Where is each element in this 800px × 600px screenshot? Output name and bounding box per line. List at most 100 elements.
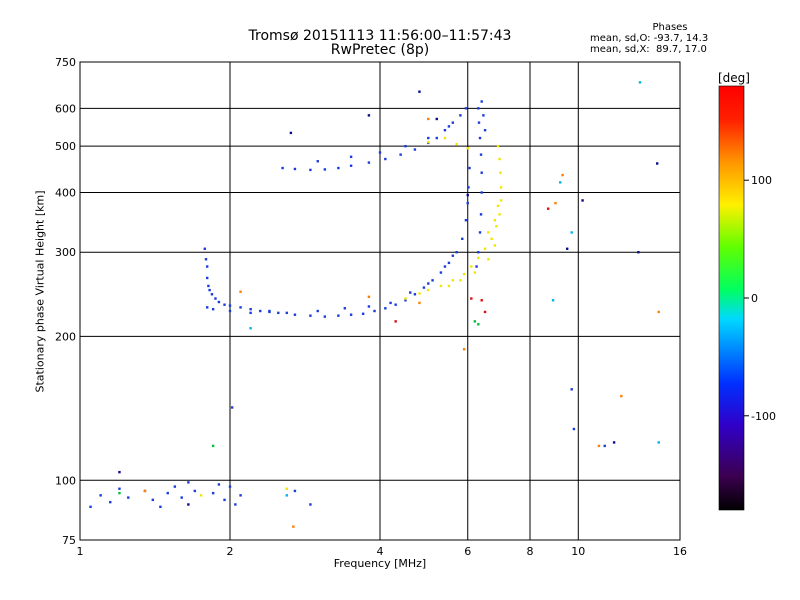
data-point [180, 496, 183, 499]
data-point [316, 160, 319, 163]
data-point [259, 309, 262, 313]
data-point [565, 247, 569, 250]
data-point [187, 503, 190, 506]
data-point [208, 288, 211, 292]
data-point [323, 168, 327, 171]
data-point [439, 271, 443, 274]
data-point [559, 181, 562, 184]
data-point [483, 128, 487, 132]
data-point [499, 186, 503, 189]
data-point [309, 168, 312, 172]
data-point [349, 313, 353, 316]
data-point [498, 213, 501, 216]
data-point [367, 295, 371, 299]
data-point [478, 231, 482, 234]
data-point [205, 306, 209, 309]
x-tick-label: 1 [77, 545, 84, 558]
data-point [187, 481, 190, 484]
data-point [127, 496, 130, 499]
data-point [404, 144, 407, 148]
data-point [570, 231, 573, 234]
data-point [427, 282, 430, 285]
data-point [477, 121, 481, 124]
data-point [230, 406, 234, 409]
data-point [480, 299, 483, 302]
data-point [309, 314, 312, 317]
data-point [418, 292, 421, 295]
data-point [462, 348, 466, 351]
data-point [427, 288, 430, 292]
data-point [470, 297, 473, 300]
data-point [483, 247, 487, 250]
y-tick-label: 750 [55, 56, 76, 69]
x-tick-label: 8 [527, 545, 534, 558]
data-point [349, 155, 353, 159]
data-point [483, 310, 487, 314]
data-point [337, 166, 340, 170]
data-point [373, 309, 376, 313]
data-point [316, 309, 319, 313]
data-point [638, 81, 642, 84]
data-point [211, 444, 215, 448]
data-point [462, 272, 466, 276]
data-point [292, 525, 295, 528]
data-point [431, 279, 434, 282]
chart-title-line2: RwPretec (8p) [330, 42, 430, 58]
y-tick-label: 75 [62, 534, 76, 547]
data-point [657, 441, 660, 444]
data-point [239, 290, 242, 293]
data-point [459, 279, 462, 282]
phase-stats-header: Phases [652, 22, 688, 33]
data-point [404, 297, 407, 300]
data-point [554, 201, 557, 205]
data-point [293, 313, 297, 316]
colorbar-tick-label: -100 [751, 410, 776, 423]
data-point [475, 265, 478, 268]
data-point [451, 279, 455, 282]
data-point [151, 498, 155, 502]
data-point [439, 284, 443, 288]
data-point [211, 491, 215, 495]
data-point [480, 100, 483, 103]
x-tick-label: 4 [377, 545, 384, 558]
data-point [384, 157, 387, 161]
data-point [620, 394, 623, 398]
data-point [205, 265, 209, 268]
data-point [285, 311, 288, 315]
data-point [343, 307, 347, 310]
data-point [467, 186, 470, 189]
data-point [480, 191, 483, 194]
plot-frame [79, 61, 681, 541]
data-point [89, 505, 92, 509]
data-point [409, 291, 412, 294]
data-point [394, 303, 397, 306]
data-point [466, 193, 469, 197]
data-point [203, 247, 206, 250]
data-point [466, 147, 469, 150]
data-point [118, 470, 121, 474]
data-point [487, 258, 490, 261]
data-point [361, 312, 365, 315]
data-point [480, 171, 483, 174]
y-tick-label: 100 [55, 474, 76, 487]
y-axis-ticks: 75 100 200 300 400 500 600 750 [55, 56, 76, 547]
data-point [597, 444, 601, 448]
data-point [455, 142, 458, 146]
x-axis-label: Frequency [MHz] [333, 557, 427, 570]
data-point [487, 231, 490, 234]
y-tick-label: 600 [55, 102, 76, 115]
data-point [205, 276, 209, 280]
data-point [285, 487, 288, 490]
data-point [418, 90, 421, 93]
colorbar-unit: [deg] [718, 71, 750, 85]
data-point [210, 293, 214, 296]
data-point [173, 485, 177, 488]
data-point [293, 489, 297, 493]
data-point [118, 491, 121, 495]
data-point [217, 300, 221, 304]
data-point [211, 307, 215, 311]
data-point [249, 327, 252, 330]
data-point [477, 323, 480, 326]
data-point [455, 251, 458, 254]
